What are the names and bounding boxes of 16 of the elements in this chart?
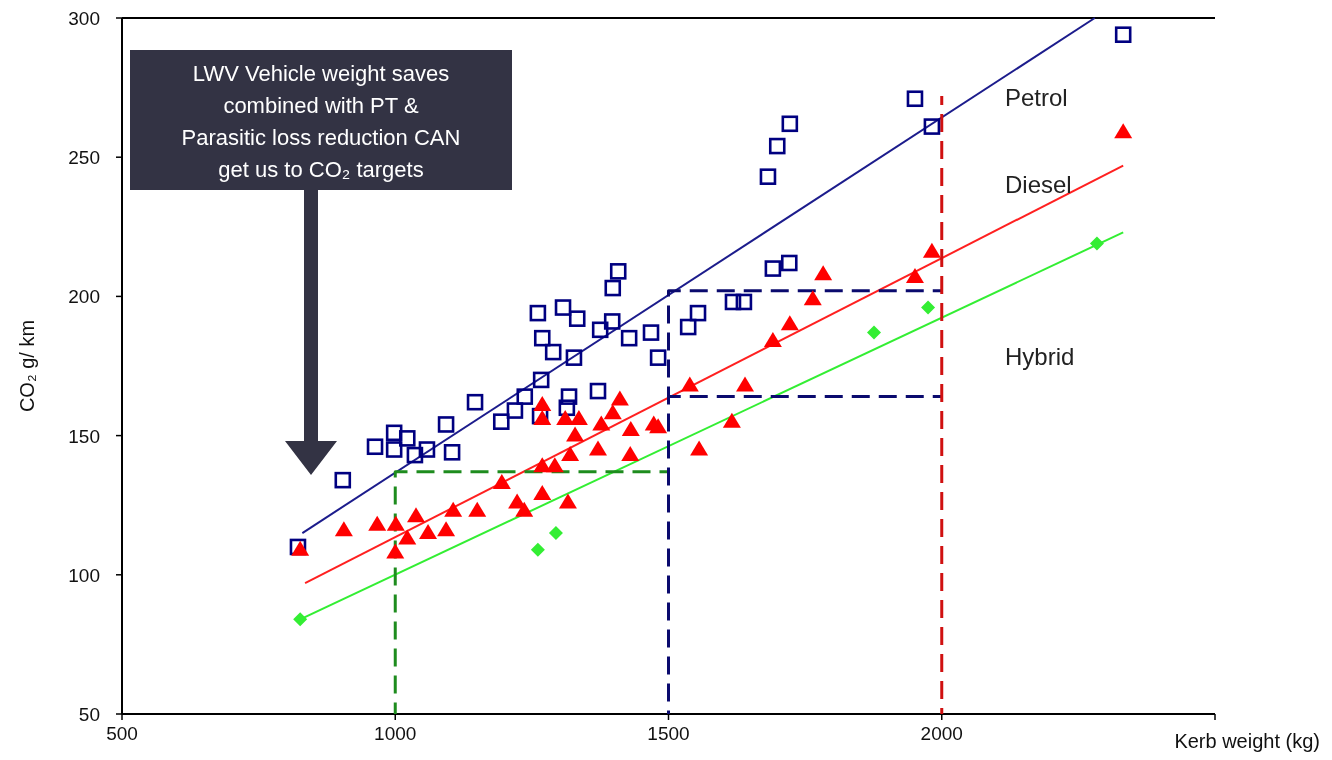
- annotation: LWV Vehicle weight saves combined with PT & Parasitic loss reduction CAN get us to CO₂ targets: [181, 61, 461, 182]
- y-tick-label: 250: [68, 147, 100, 169]
- x-axis-title: Kerb weight (kg): [1174, 730, 1320, 752]
- series-label: Diesel: [1005, 170, 1072, 198]
- y-tick-label: 300: [68, 8, 100, 29]
- y-axis-title: CO₂ g/ km: [16, 319, 38, 413]
- x-tick-label: 1500: [647, 723, 690, 744]
- series-label: Petrol: [1005, 84, 1068, 112]
- y-tick-label: 150: [68, 425, 100, 447]
- x-tick-label: 500: [106, 723, 138, 744]
- text: Hybrid: [1005, 342, 1075, 370]
- y-tick-label: 50: [78, 704, 100, 725]
- y-tick-label: 100: [68, 564, 100, 586]
- x-tick-label: 1000: [374, 723, 417, 744]
- y-tick-label: 200: [68, 286, 100, 308]
- x-tick-label: 2000: [920, 723, 963, 744]
